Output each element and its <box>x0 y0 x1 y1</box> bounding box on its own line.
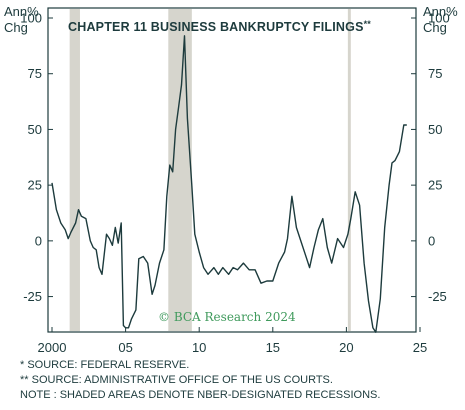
y-tick-label-right: 100 <box>428 11 450 26</box>
chart-credit: © BCA Research 2024 <box>158 310 296 324</box>
chart-title-text: CHAPTER 11 BUSINESS BANKRUPTCY FILINGS <box>68 20 364 34</box>
x-axis-labels: 2000 05 10 15 20 25 <box>38 340 428 355</box>
left-axis-unit-line2: Chg <box>4 20 28 35</box>
y-tick-label-left: -25 <box>23 289 42 304</box>
y-tick-label-right: 50 <box>428 122 442 137</box>
y-tick-label-right: 0 <box>428 233 435 248</box>
footnote-recessions: NOTE : SHADED AREAS DENOTE NBER-DESIGNAT… <box>20 389 381 401</box>
chart-title: CHAPTER 11 BUSINESS BANKRUPTCY FILINGS** <box>68 19 371 34</box>
y-tick-label-right: 25 <box>428 178 442 193</box>
plot-frame <box>47 7 417 333</box>
x-tick-label: 2000 <box>38 340 67 355</box>
y-tick-label-right: 75 <box>428 66 442 81</box>
right-axis-labels: 100 75 50 25 0 -25 <box>428 11 450 305</box>
recession-band <box>347 9 351 331</box>
series-line <box>51 35 407 333</box>
x-tick-label: 05 <box>118 340 132 355</box>
footnote-source-2: ** SOURCE: ADMINISTRATIVE OFFICE OF THE … <box>20 374 333 386</box>
x-tick-label: 25 <box>413 340 427 355</box>
y-tick-label-right: -25 <box>428 289 447 304</box>
y-tick-label-left: 25 <box>28 178 42 193</box>
x-tick-label: 15 <box>266 340 280 355</box>
tick-marks <box>48 17 421 332</box>
recession-bands <box>69 9 351 331</box>
y-tick-label-left: 75 <box>28 66 42 81</box>
y-tick-label-left: 50 <box>28 122 42 137</box>
footnotes: * SOURCE: FEDERAL RESERVE. ** SOURCE: AD… <box>20 358 460 403</box>
left-axis-unit-line1: Ann% <box>4 4 39 19</box>
footnote-source-1: * SOURCE: FEDERAL RESERVE. <box>20 359 190 371</box>
x-tick-label: 10 <box>192 340 206 355</box>
chart-title-mark: ** <box>364 19 372 29</box>
right-axis-unit-line1: Ann% <box>423 4 458 19</box>
left-axis-labels: 100 75 50 25 0 -25 <box>20 11 42 305</box>
recession-band <box>69 9 80 331</box>
y-tick-label-left: 100 <box>20 11 42 26</box>
x-tick-label: 20 <box>339 340 353 355</box>
y-tick-label-left: 0 <box>35 233 42 248</box>
right-axis-unit-line2: Chg <box>423 20 447 35</box>
